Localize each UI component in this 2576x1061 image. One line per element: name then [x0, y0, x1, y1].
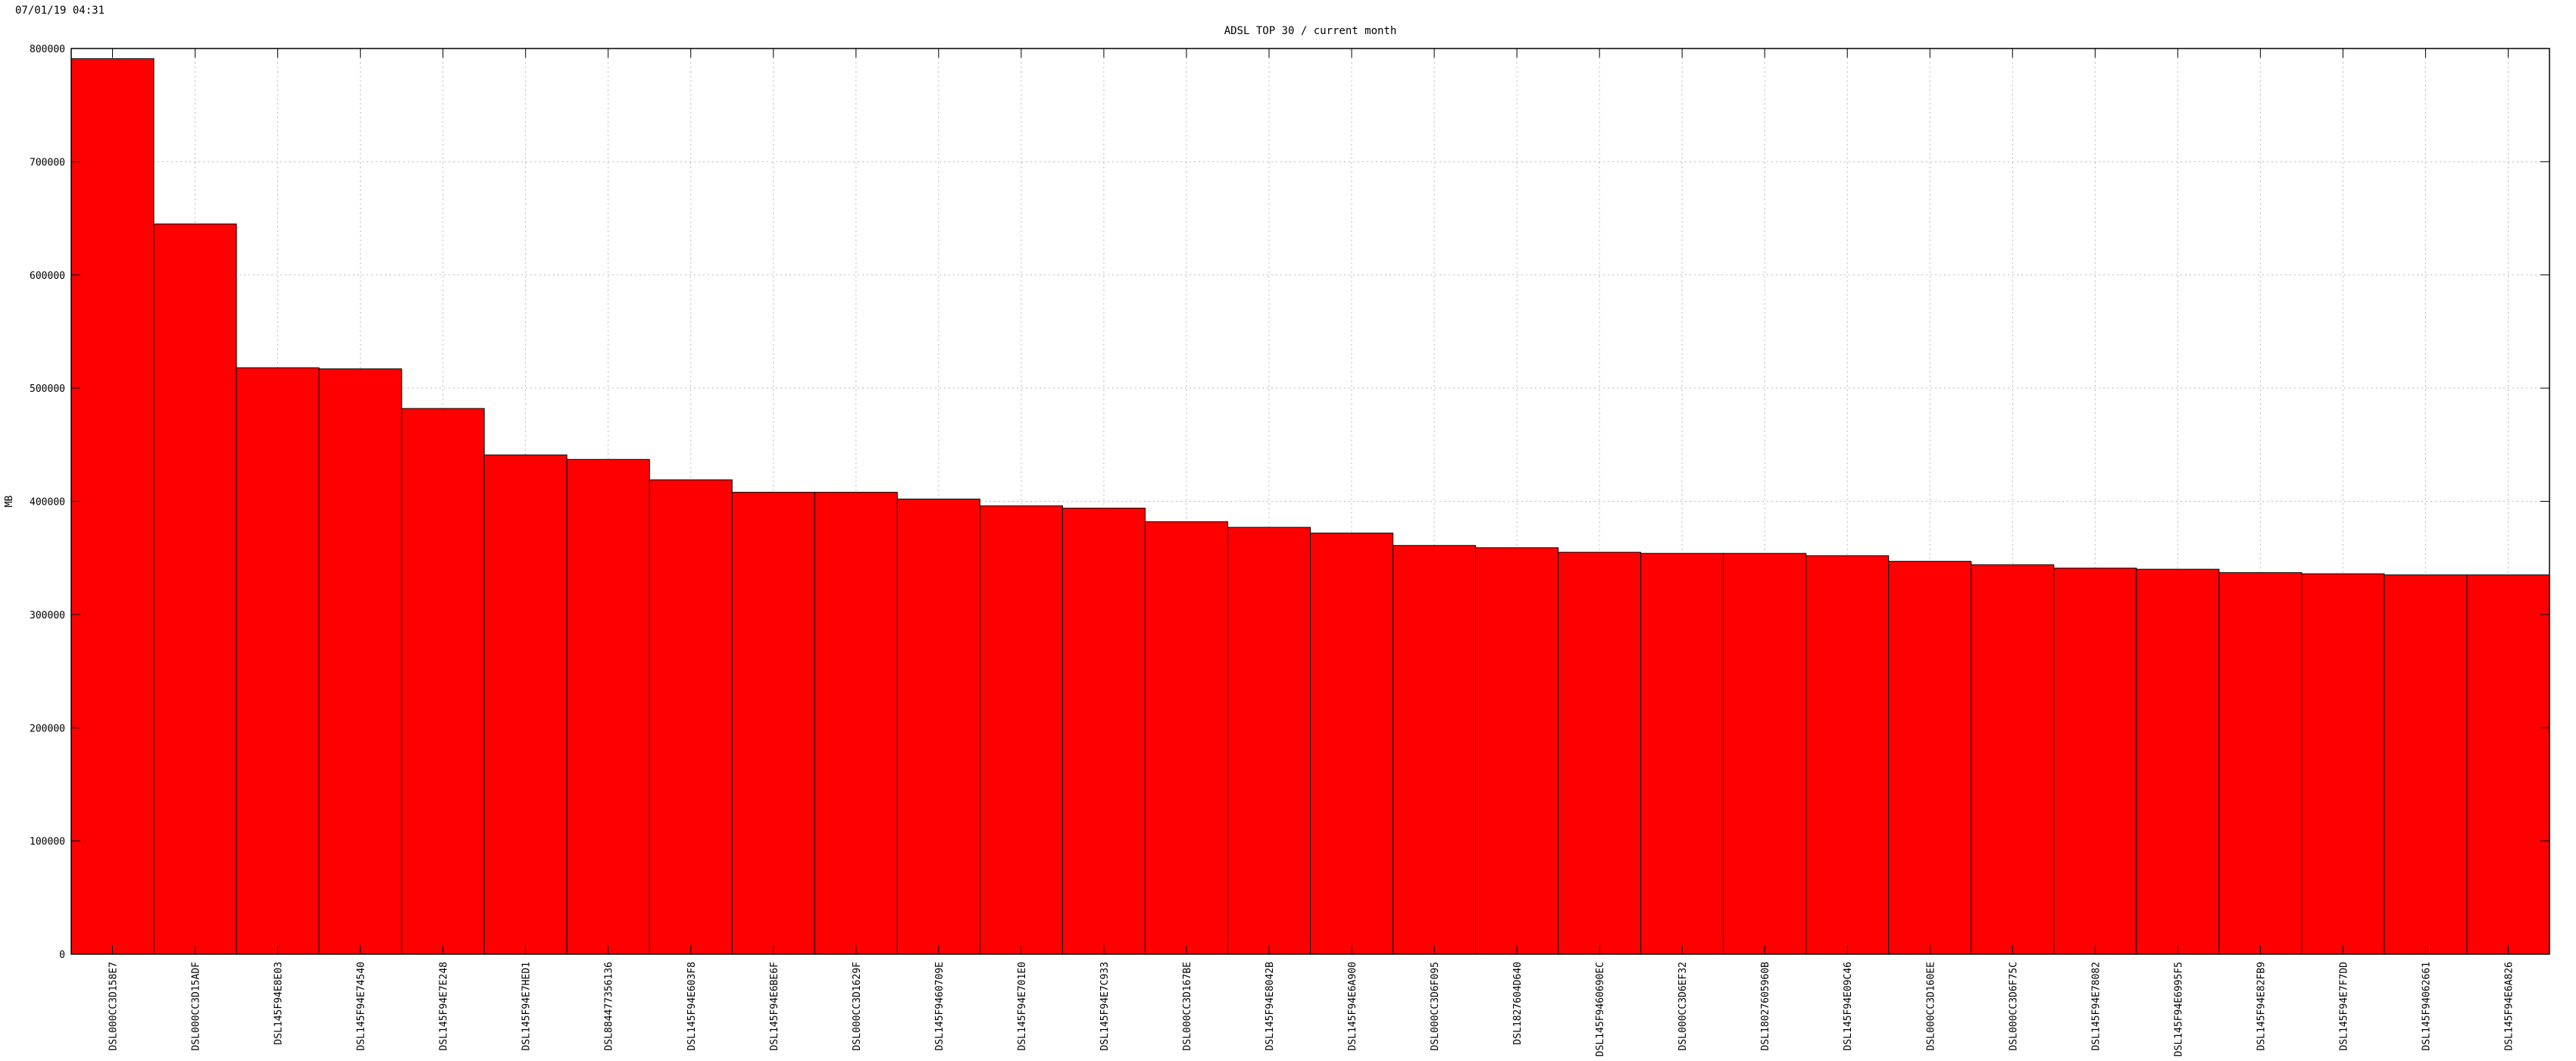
x-tick-label: DSL145F94E7HED1: [521, 962, 533, 1050]
y-axis-label: MB: [4, 496, 15, 508]
x-tick-label: DSL145F94062661: [2421, 962, 2432, 1050]
y-tick-label: 100000: [30, 837, 65, 848]
x-tick-label: DSL145F94E74540: [356, 962, 367, 1050]
y-tick-label: 300000: [30, 610, 65, 621]
x-tick-label: DSL000CC3D167BE: [1182, 962, 1193, 1050]
y-tick-label: 0: [59, 950, 65, 961]
x-tick-label: DSL145F94E7E248: [439, 962, 450, 1050]
x-tick-label: DSL145F94E6A826: [2503, 962, 2515, 1050]
x-tick-label: DSL145F94E6BE6F: [769, 962, 780, 1051]
axis-ticks: [71, 48, 2549, 955]
bar: [1558, 552, 1642, 955]
x-tick-label: DSL145F94E603F8: [686, 962, 698, 1050]
bar: [1723, 552, 1807, 955]
bar: [1805, 555, 1890, 955]
x-tick-label: DSL145F94E8042B: [1265, 962, 1276, 1051]
x-tick-label: DSL145F9460690EC: [1595, 962, 1606, 1056]
bar: [236, 367, 320, 955]
bar: [401, 408, 485, 955]
x-tick-label: DSL18027605960B: [1760, 962, 1771, 1051]
bar: [70, 58, 155, 955]
y-tick-label: 200000: [30, 723, 65, 734]
x-tick-label: DSL145F94E6995F5: [2173, 962, 2184, 1056]
bar: [1310, 532, 1394, 955]
x-tick-label: DSL145F94E09C46: [1843, 962, 1854, 1050]
bar: [814, 492, 898, 955]
bar: [979, 505, 1063, 955]
x-tick-label: DSL145F94E7C933: [1099, 962, 1111, 1050]
bar: [2384, 574, 2468, 955]
x-tick-label: DSL000CC3D160EE: [1925, 962, 1937, 1050]
x-tick-label: DSL000CC3D1629F: [852, 962, 863, 1051]
bar: [2466, 574, 2550, 955]
bars: [70, 58, 2550, 955]
bar: [1888, 561, 1972, 955]
bar: [731, 492, 815, 955]
bar: [896, 499, 980, 955]
x-tick-label: DSL000CC3D6EF32: [1677, 962, 1689, 1050]
x-tick-label: DSL884477356136: [604, 962, 615, 1050]
bar: [566, 459, 650, 955]
timestamp: 07/01/19 04:31: [15, 5, 105, 17]
bar: [1227, 527, 1311, 955]
bar: [1061, 507, 1146, 955]
x-tick-label: DSL145F94E6A900: [1347, 962, 1358, 1050]
bar: [1144, 521, 1228, 955]
x-tick-label: DSL000CC3D158E7: [108, 962, 120, 1050]
y-tick-label: 600000: [30, 271, 65, 282]
x-tick-label: DSL145F94E7F7DD: [2338, 962, 2349, 1051]
bar: [1393, 545, 1477, 955]
y-tick-label: 400000: [30, 497, 65, 509]
y-tick-labels: 0 100000 200000 300000 400000 500000 600000 700…: [30, 44, 65, 961]
x-tick-labels: DSL000CC3D158E7 DSL000CC3D15ADF DSL145F94E…: [108, 962, 2515, 1056]
x-tick-label: DSL145F94E701E0: [1017, 962, 1028, 1050]
bar: [1971, 564, 2055, 955]
y-tick-label: 500000: [30, 383, 65, 395]
bar: [2136, 568, 2220, 955]
bar: [1640, 552, 1724, 955]
x-tick-label: DSL1827604D640: [1512, 962, 1524, 1045]
bar: [1475, 547, 1559, 955]
bar: [2218, 572, 2302, 955]
x-tick-label: DSL000CC3D6F095: [1430, 962, 1441, 1050]
bar: [318, 368, 402, 955]
bar: [2301, 573, 2385, 955]
x-tick-label: DSL145F9460709E: [934, 962, 946, 1050]
bar: [2053, 568, 2137, 955]
y-tick-label: 700000: [30, 157, 65, 168]
chart-title: ADSL TOP 30 / current month: [1224, 25, 1397, 37]
x-tick-label: DSL000CC3D6F75C: [2008, 962, 2019, 1050]
bar: [153, 224, 237, 955]
x-tick-label: DSL145F94E82FB9: [2256, 962, 2267, 1050]
x-tick-label: DSL145F94E78082: [2090, 962, 2102, 1050]
x-tick-label: DSL000CC3D15ADF: [191, 962, 202, 1051]
x-tick-label: DSL145F94E8E03: [274, 962, 285, 1045]
bar: [649, 479, 733, 955]
bar: [483, 454, 567, 955]
y-tick-label: 800000: [30, 44, 65, 55]
